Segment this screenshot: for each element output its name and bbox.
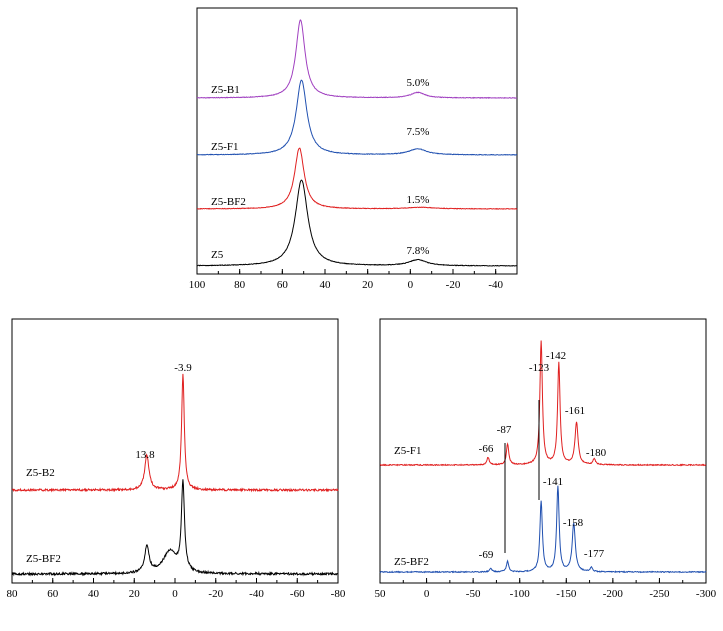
- panel-a-x-tick-label: 100: [189, 279, 206, 291]
- panel-a-x-tick-label: 40: [320, 279, 332, 291]
- panel-c-peak-label-66: -66: [479, 443, 494, 455]
- panel-a-x-tick-label: 60: [277, 279, 289, 291]
- panel-a-series-label-z5-bf2: Z5-BF2: [211, 196, 246, 208]
- panel-b-series-z5-b2-line: [11, 373, 339, 493]
- panel-c-x-tick-label: -50: [466, 588, 481, 600]
- panel-a-series-label-z5-b1: Z5-B1: [211, 84, 240, 96]
- panel-a-x-axis: 100 80 60 40 20 0 -20 -40: [189, 269, 518, 291]
- panel-c-series-label-z5-f1: Z5-F1: [394, 445, 422, 457]
- panel-c-peak-label-87: -87: [497, 424, 512, 436]
- panel-a-curves: Z5-B1 5.0% Z5-F1 7.5% Z5-BF2 1.5% Z5 7.8%: [196, 19, 518, 267]
- panel-b-x-axis: 80 60 40 20 0 -20 -40 -60 -80: [7, 578, 346, 600]
- panel-b-x-tick-label: 20: [129, 588, 141, 600]
- panel-c-x-tick-label: -150: [556, 588, 577, 600]
- panel-c-peak-label-158: -158: [563, 517, 584, 529]
- panel-b-series-label-z5-b2: Z5-B2: [26, 467, 55, 479]
- panel-b-peak-label-3-9: -3.9: [174, 362, 192, 374]
- panel-a-series-z5-bf2-line: [196, 147, 518, 210]
- panel-a-series-z5-line: [196, 179, 518, 267]
- panel-b-series-label-z5-bf2: Z5-BF2: [26, 553, 61, 565]
- panel-c-x-tick-label: 0: [424, 588, 430, 600]
- panel-b-frame: [11, 318, 339, 584]
- panel-a-x-tick-label: 80: [234, 279, 246, 291]
- panel-a-series-label-z5-f1: Z5-F1: [211, 141, 239, 153]
- panel-c-peak-label-141: -141: [543, 476, 563, 488]
- panel-b-curves: Z5-B2 13.8 -3.9 Z5-BF2: [11, 362, 339, 577]
- panel-a-percent-label-z5-f1: 7.5%: [407, 126, 430, 138]
- panel-b-x-tick-label: 80: [7, 588, 19, 600]
- panel-b-x-tick-label: -60: [290, 588, 305, 600]
- panel-b-x-tick-label: -80: [331, 588, 346, 600]
- panel-c-peak-label-161: -161: [565, 405, 585, 417]
- panel-a-frame: [196, 7, 518, 275]
- panel-c-series-z5-f1-line: [379, 340, 707, 467]
- panel-c-x-tick-label: -250: [649, 588, 670, 600]
- panel-b-x-tick-label: -20: [208, 588, 223, 600]
- panel-a: Z5-B1 5.0% Z5-F1 7.5% Z5-BF2 1.5% Z5 7.8% 100 80…: [189, 7, 518, 291]
- panel-a-x-tick-label: 0: [408, 279, 414, 291]
- panel-a-percent-label-z5: 7.8%: [407, 245, 430, 257]
- panel-b-peak-label-13-8: 13.8: [135, 449, 155, 461]
- panel-c-x-tick-label: -200: [603, 588, 624, 600]
- panel-c-x-axis: 50 0 -50 -100 -150 -200 -250 -300: [375, 578, 717, 600]
- panel-b-x-tick-label: 0: [172, 588, 178, 600]
- panel-a-percent-label-z5-bf2: 1.5%: [407, 194, 430, 206]
- panel-a-x-tick-label: -40: [488, 279, 503, 291]
- panel-c-x-tick-label: 50: [375, 588, 387, 600]
- panel-c-series-z5-bf2-line: [379, 485, 707, 574]
- panel-a-x-tick-label: 20: [362, 279, 374, 291]
- panel-a-series-label-z5: Z5: [211, 249, 224, 261]
- panel-c-x-tick-label: -300: [696, 588, 717, 600]
- panel-c-peak-label-177: -177: [584, 548, 605, 560]
- panel-c-x-tick-label: -100: [510, 588, 531, 600]
- panel-c-peak-label-123: -123: [529, 362, 550, 374]
- panel-b-x-tick-label: -40: [249, 588, 264, 600]
- panel-c-curves: Z5-F1 -66-87 -123-142 -161 -180 Z5-BF2 -69 -141…: [379, 340, 707, 574]
- panel-b-series-z5-bf2-line: [11, 479, 339, 577]
- panel-c-peak-label-69: -69: [479, 549, 494, 561]
- panel-c-series-label-z5-bf2: Z5-BF2: [394, 556, 429, 568]
- panel-a-x-tick-label: -20: [446, 279, 461, 291]
- panel-c-peak-label-180: -180: [586, 447, 607, 459]
- panel-a-series-z5-f1-line: [196, 79, 518, 156]
- panel-a-percent-label-z5-b1: 5.0%: [407, 77, 430, 89]
- panel-b-x-tick-label: 40: [88, 588, 100, 600]
- panel-c-peak-label-142: -142: [546, 350, 566, 362]
- panel-b-x-tick-label: 60: [47, 588, 59, 600]
- panel-a-series-z5-b1-line: [196, 19, 518, 99]
- panel-c: Z5-F1 -66-87 -123-142 -161 -180 Z5-BF2 -69 -141…: [375, 318, 717, 600]
- panel-b: Z5-B2 13.8 -3.9 Z5-BF2 80 60 40 20 0 -20 -40 -60 -8…: [7, 318, 346, 600]
